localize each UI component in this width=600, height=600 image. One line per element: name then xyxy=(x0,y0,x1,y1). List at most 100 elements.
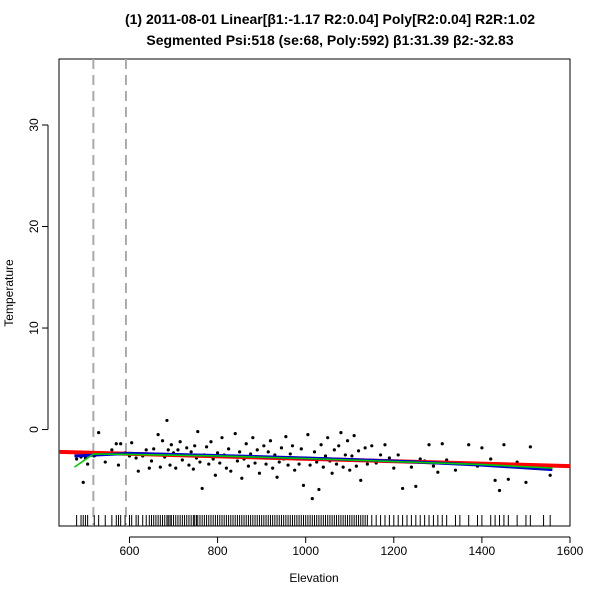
data-point xyxy=(548,473,552,477)
data-point xyxy=(409,465,414,469)
data-point xyxy=(264,462,268,466)
data-point xyxy=(147,466,151,470)
data-point xyxy=(81,480,85,484)
segmented-fit-line xyxy=(73,453,553,469)
data-point xyxy=(332,448,336,452)
data-point xyxy=(253,461,257,465)
reference-lines xyxy=(92,59,127,526)
x-tick-label: 600 xyxy=(119,544,139,558)
data-point xyxy=(220,436,224,440)
data-point xyxy=(343,453,347,457)
data-point xyxy=(299,447,303,451)
x-tick-label: 1200 xyxy=(380,544,407,558)
data-point xyxy=(345,439,350,443)
x-tick-label: 1400 xyxy=(469,544,496,558)
x-axis-label: Elevation xyxy=(289,571,338,585)
data-point xyxy=(189,450,193,454)
data-point xyxy=(130,441,134,445)
data-point xyxy=(97,431,101,435)
data-point xyxy=(136,469,140,473)
data-point xyxy=(528,445,532,449)
data-point xyxy=(268,439,273,443)
y-axis: 0 10 20 30 xyxy=(27,118,49,433)
data-point xyxy=(240,476,244,480)
data-point xyxy=(286,463,290,467)
data-point xyxy=(493,478,497,482)
data-point xyxy=(365,462,369,466)
data-point xyxy=(204,445,209,449)
data-point xyxy=(502,443,506,447)
data-point xyxy=(356,449,361,453)
data-point xyxy=(196,429,200,434)
data-point xyxy=(453,468,458,472)
data-point xyxy=(348,468,352,472)
data-point xyxy=(334,462,339,466)
data-point xyxy=(149,459,154,463)
data-point xyxy=(160,439,165,443)
data-point xyxy=(176,448,180,452)
data-point xyxy=(156,433,160,437)
data-point xyxy=(207,462,211,466)
data-point xyxy=(229,469,233,473)
data-point xyxy=(354,464,358,468)
data-point xyxy=(266,450,270,454)
data-point xyxy=(251,436,255,440)
data-point xyxy=(301,483,306,487)
data-point xyxy=(116,463,121,467)
data-point xyxy=(226,447,231,451)
data-point xyxy=(317,487,321,492)
data-point xyxy=(114,442,118,446)
data-point xyxy=(158,465,162,469)
fit-lines xyxy=(58,449,571,472)
data-point xyxy=(293,468,297,472)
data-point xyxy=(246,464,251,468)
data-point xyxy=(326,436,330,440)
data-point xyxy=(440,442,444,446)
data-point xyxy=(480,446,484,450)
data-point xyxy=(497,488,502,493)
data-point xyxy=(277,460,281,464)
data-point xyxy=(218,461,222,465)
data-point xyxy=(297,462,301,466)
data-point xyxy=(321,465,325,469)
data-point xyxy=(489,457,493,461)
data-point xyxy=(418,457,422,461)
data-point xyxy=(235,459,240,463)
rug-marks xyxy=(76,515,551,526)
data-point xyxy=(144,448,148,452)
data-point xyxy=(165,418,169,423)
data-point xyxy=(306,433,310,437)
data-point xyxy=(110,448,114,452)
data-point xyxy=(315,460,319,464)
data-points xyxy=(75,418,552,501)
data-point xyxy=(396,453,400,457)
data-point xyxy=(341,465,345,469)
data-point xyxy=(255,448,259,452)
x-axis: 600 800 1000 1200 1400 1600 xyxy=(119,536,584,558)
x-tick-label: 800 xyxy=(208,544,228,558)
data-point xyxy=(312,450,317,454)
data-point xyxy=(330,471,334,475)
data-point xyxy=(180,458,184,462)
data-point xyxy=(271,466,275,470)
data-point xyxy=(467,443,471,447)
data-point xyxy=(350,454,354,458)
data-point xyxy=(198,460,202,464)
data-point xyxy=(359,478,363,482)
data-point xyxy=(319,443,323,447)
data-point xyxy=(134,456,138,460)
data-point xyxy=(213,473,217,477)
data-point xyxy=(200,486,204,491)
data-point xyxy=(524,480,528,484)
data-point xyxy=(185,446,189,450)
data-point xyxy=(401,486,405,491)
data-point xyxy=(383,443,387,447)
data-point xyxy=(288,452,292,456)
data-point xyxy=(244,442,248,446)
data-point xyxy=(119,442,123,446)
data-point xyxy=(152,447,156,451)
y-tick-label: 20 xyxy=(27,220,41,234)
data-point xyxy=(262,444,266,448)
data-point xyxy=(323,454,328,458)
data-point xyxy=(279,446,284,450)
